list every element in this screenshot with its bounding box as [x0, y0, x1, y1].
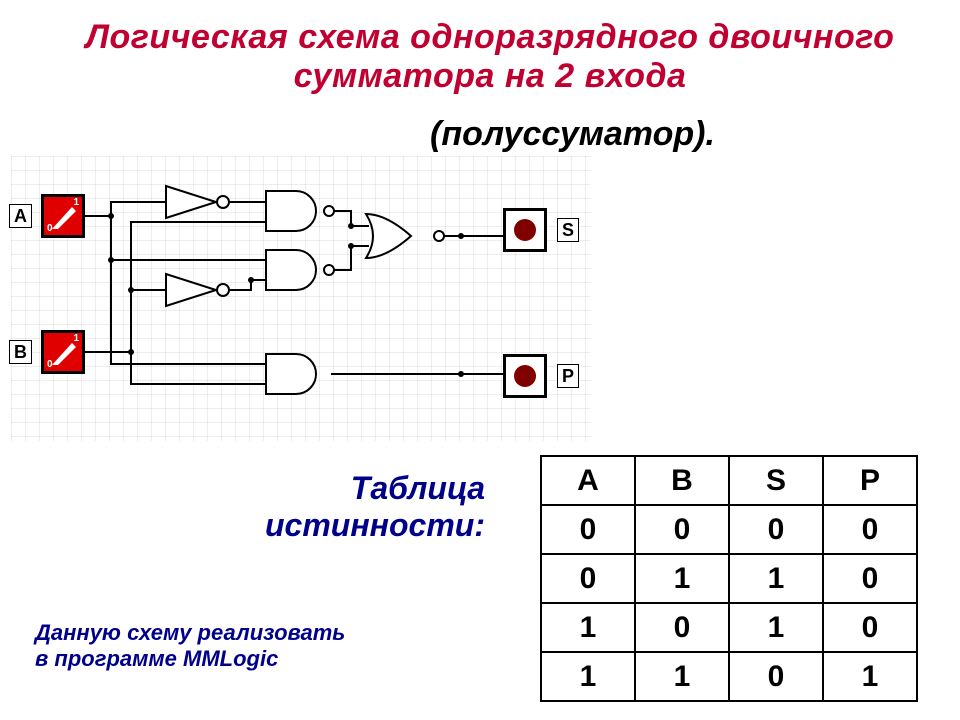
slide-subtitle: (полуссуматор).	[430, 115, 715, 154]
col-p: P	[823, 456, 917, 505]
table-row: A B S P	[541, 456, 917, 505]
table-row: 1101	[541, 652, 917, 701]
table-row: 1010	[541, 603, 917, 652]
truth-table: A B S P 0000 0110 1010 1101	[540, 455, 918, 702]
col-s: S	[729, 456, 823, 505]
col-b: B	[635, 456, 729, 505]
truth-caption-line2: истинности:	[255, 507, 485, 544]
col-a: A	[541, 456, 635, 505]
instruction-note: Данную схему реализовать в программе MML…	[35, 620, 355, 673]
gates-svg	[11, 156, 591, 441]
circuit-diagram: A B S P 10 10	[10, 155, 592, 442]
slide-title: Логическая схема одноразрядного двоичног…	[50, 18, 930, 96]
truth-table-caption: Таблица истинности:	[255, 470, 485, 544]
truth-caption-line1: Таблица	[255, 470, 485, 507]
slide: Логическая схема одноразрядного двоичног…	[0, 0, 960, 720]
table-row: 0000	[541, 505, 917, 554]
table-row: 0110	[541, 554, 917, 603]
